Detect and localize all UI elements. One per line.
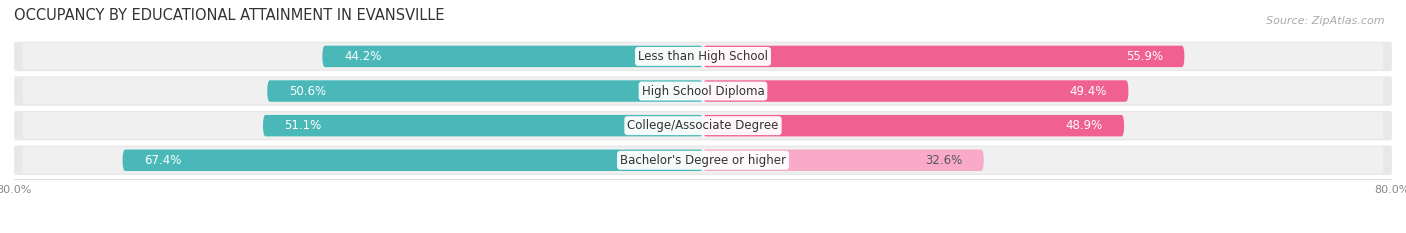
Text: Source: ZipAtlas.com: Source: ZipAtlas.com — [1267, 16, 1385, 26]
Text: 32.6%: 32.6% — [925, 154, 962, 167]
FancyBboxPatch shape — [267, 80, 703, 102]
Text: College/Associate Degree: College/Associate Degree — [627, 119, 779, 132]
Text: 48.9%: 48.9% — [1066, 119, 1102, 132]
Text: Bachelor's Degree or higher: Bachelor's Degree or higher — [620, 154, 786, 167]
Text: 49.4%: 49.4% — [1070, 85, 1107, 98]
FancyBboxPatch shape — [14, 76, 1392, 106]
FancyBboxPatch shape — [322, 46, 703, 67]
FancyBboxPatch shape — [14, 111, 1392, 140]
Text: 50.6%: 50.6% — [288, 85, 326, 98]
FancyBboxPatch shape — [703, 46, 1184, 67]
FancyBboxPatch shape — [703, 80, 1129, 102]
FancyBboxPatch shape — [22, 78, 1384, 104]
FancyBboxPatch shape — [22, 147, 1384, 174]
Text: High School Diploma: High School Diploma — [641, 85, 765, 98]
Text: Less than High School: Less than High School — [638, 50, 768, 63]
FancyBboxPatch shape — [14, 42, 1392, 71]
Text: OCCUPANCY BY EDUCATIONAL ATTAINMENT IN EVANSVILLE: OCCUPANCY BY EDUCATIONAL ATTAINMENT IN E… — [14, 8, 444, 23]
FancyBboxPatch shape — [14, 146, 1392, 175]
FancyBboxPatch shape — [22, 112, 1384, 139]
Text: 55.9%: 55.9% — [1126, 50, 1163, 63]
Text: 67.4%: 67.4% — [143, 154, 181, 167]
FancyBboxPatch shape — [22, 43, 1384, 70]
FancyBboxPatch shape — [122, 150, 703, 171]
Text: 51.1%: 51.1% — [284, 119, 322, 132]
FancyBboxPatch shape — [703, 115, 1125, 136]
FancyBboxPatch shape — [703, 150, 984, 171]
Text: 44.2%: 44.2% — [344, 50, 381, 63]
FancyBboxPatch shape — [263, 115, 703, 136]
